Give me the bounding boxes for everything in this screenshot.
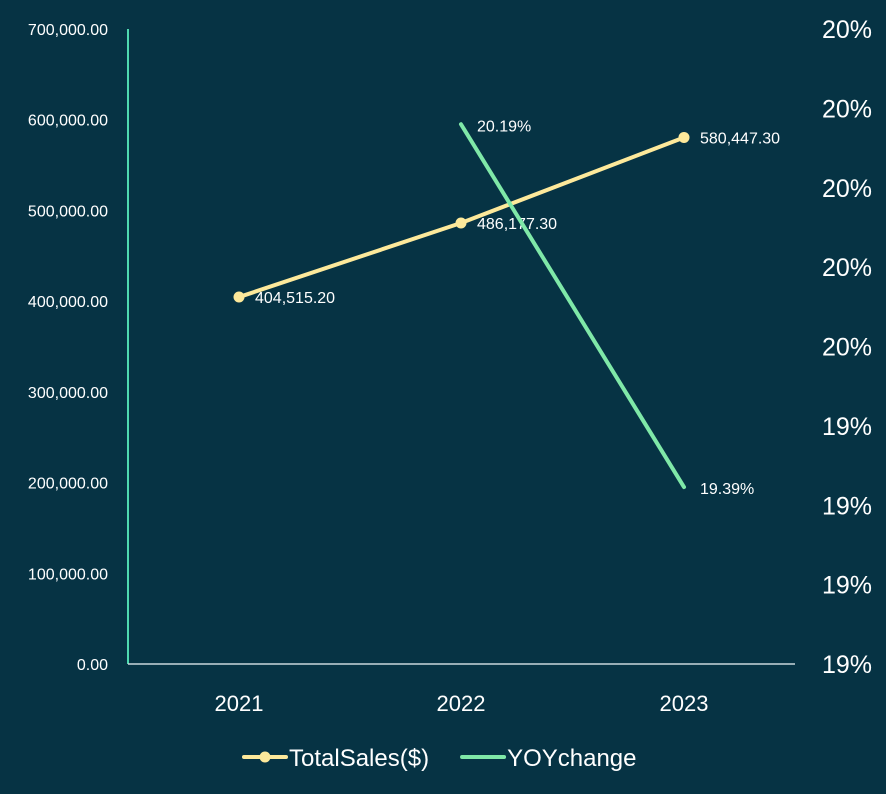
y-right-tick-label: 19%: [822, 413, 872, 441]
y-left-tick-label: 600,000.00: [28, 113, 108, 130]
data-point: [233, 291, 245, 303]
y-right-tick-label: 19%: [822, 572, 872, 600]
y-left-tick-label: 400,000.00: [28, 294, 108, 311]
legend-label: YOYchange: [507, 745, 636, 772]
x-tick-label: 2021: [215, 691, 264, 716]
x-tick-label: 2022: [437, 691, 486, 716]
data-point: [455, 217, 467, 229]
y-left-tick-label: 0.00: [77, 657, 108, 674]
legend-label: TotalSales($): [289, 745, 429, 772]
data-point: [678, 131, 690, 143]
y-left-tick-label: 500,000.00: [28, 203, 108, 220]
data-label: 580,447.30: [700, 130, 780, 147]
y-left-tick-label: 100,000.00: [28, 566, 108, 583]
legend-marker: [259, 751, 271, 763]
y-right-tick-label: 20%: [822, 334, 872, 362]
data-label: 19.39%: [700, 481, 754, 498]
y-right-tick-label: 20%: [822, 175, 872, 203]
series-line-totalsales-: [237, 135, 686, 300]
y-right-tick-label: 20%: [822, 95, 872, 123]
data-label: 404,515.20: [255, 290, 335, 307]
y-right-tick-label: 19%: [822, 492, 872, 520]
data-label: 20.19%: [477, 118, 531, 135]
x-tick-label: 2023: [660, 691, 709, 716]
y-left-tick-label: 300,000.00: [28, 385, 108, 402]
y-left-tick-label: 700,000.00: [28, 22, 108, 39]
y-right-tick-label: 20%: [822, 254, 872, 282]
data-label: 486,177.30: [477, 216, 557, 233]
y-right-tick-label: 19%: [822, 651, 872, 679]
y-right-tick-label: 20%: [822, 16, 872, 44]
series-line-yoychange: [459, 122, 686, 490]
y-left-tick-label: 200,000.00: [28, 476, 108, 493]
